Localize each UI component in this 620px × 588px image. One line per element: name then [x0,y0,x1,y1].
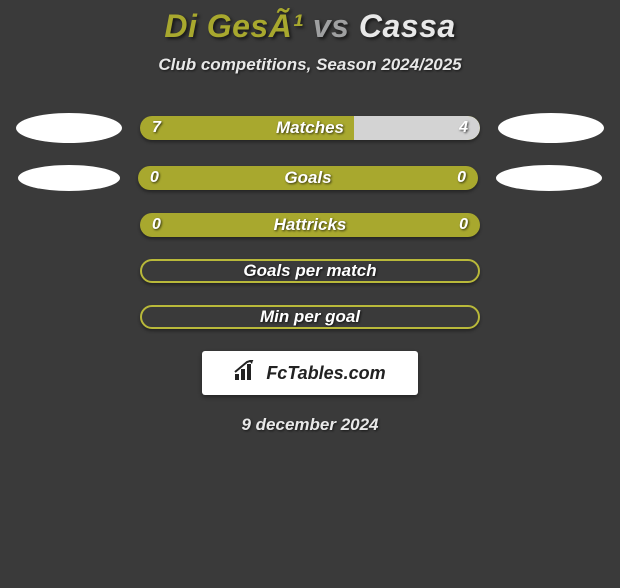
comparison-row: 0 0Hattricks [0,213,620,237]
stat-value-left: 7 [140,116,173,140]
stat-bar: 0 0Hattricks [140,213,480,237]
stat-value-left: 0 [138,166,171,190]
stat-value-right: 0 [445,166,478,190]
player-badge-left [18,165,120,191]
stat-bar: 0 0Goals [138,166,478,190]
bar-chart-icon [234,360,260,387]
comparison-row: Min per goal [0,305,620,329]
title-player2: Cassa [359,8,456,44]
comparison-rows: 74Matches00Goals00HattricksGoals per mat… [0,113,620,329]
stat-value-right: 0 [447,213,480,237]
stat-bar: Min per goal [140,305,480,329]
page-title: Di GesÃ¹ vs Cassa [0,8,620,45]
stat-bar: 74Matches [140,116,480,140]
comparison-row: 74Matches [0,113,620,143]
stat-label: Min per goal [142,307,478,327]
stat-bar: Goals per match [140,259,480,283]
comparison-row: Goals per match [0,259,620,283]
title-vs: vs [313,8,350,44]
datestamp: 9 december 2024 [0,415,620,435]
subtitle: Club competitions, Season 2024/2025 [0,55,620,75]
stat-value-right: 4 [447,116,480,140]
stat-label: Hattricks [140,215,480,235]
stat-label: Goals [138,168,478,188]
stat-label: Goals per match [142,261,478,281]
title-player1: Di GesÃ¹ [164,8,303,44]
brand-box: FcTables.com [202,351,418,395]
comparison-row: 0 0Goals [0,165,620,191]
player-badge-right [496,165,602,191]
stat-value-left: 0 [140,213,173,237]
player-badge-left [16,113,122,143]
player-badge-right [498,113,604,143]
brand-text: FcTables.com [266,363,385,384]
